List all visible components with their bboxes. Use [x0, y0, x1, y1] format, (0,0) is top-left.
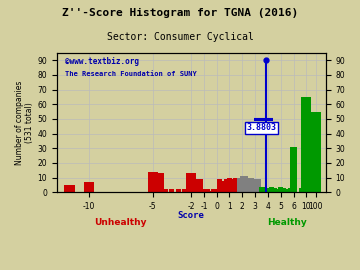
Bar [237, 178, 242, 193]
Bar [265, 188, 270, 193]
Bar [227, 178, 232, 193]
Bar [64, 185, 75, 193]
Bar [284, 190, 290, 193]
Bar [224, 179, 229, 193]
Text: Z''-Score Histogram for TGNA (2016): Z''-Score Histogram for TGNA (2016) [62, 8, 298, 18]
Text: Healthy: Healthy [267, 218, 307, 227]
Bar [201, 190, 206, 193]
Bar [221, 181, 226, 193]
Bar [288, 188, 293, 193]
Bar [278, 187, 283, 193]
Bar [192, 179, 203, 193]
Bar [290, 147, 297, 193]
Bar [230, 179, 235, 193]
Bar [84, 182, 94, 193]
Bar [176, 190, 181, 193]
Bar [311, 112, 321, 193]
Text: The Research Foundation of SUNY: The Research Foundation of SUNY [65, 71, 197, 77]
Bar [262, 187, 267, 193]
Bar [214, 190, 219, 193]
Text: Unhealthy: Unhealthy [94, 218, 147, 227]
Bar [204, 190, 210, 193]
Bar [233, 178, 238, 193]
Text: ©www.textbiz.org: ©www.textbiz.org [65, 57, 139, 66]
Bar [243, 176, 248, 193]
Bar [217, 179, 222, 193]
X-axis label: Score: Score [177, 211, 204, 220]
Bar [290, 191, 293, 193]
Bar [282, 188, 287, 193]
Bar [299, 188, 307, 193]
Bar [148, 172, 158, 193]
Bar [240, 176, 245, 193]
Bar [256, 179, 261, 193]
Bar [301, 97, 311, 193]
Bar [259, 187, 264, 193]
Bar [272, 188, 277, 193]
Bar [275, 190, 280, 193]
Bar [249, 178, 255, 193]
Bar [208, 191, 213, 193]
Bar [154, 173, 164, 193]
Bar [246, 178, 251, 193]
Bar [269, 187, 274, 193]
Bar [211, 190, 216, 193]
Y-axis label: Number of companies
(531 total): Number of companies (531 total) [15, 80, 35, 165]
Bar [253, 179, 258, 193]
Text: Sector: Consumer Cyclical: Sector: Consumer Cyclical [107, 32, 253, 42]
Bar [182, 190, 187, 193]
Text: 3.8803: 3.8803 [247, 123, 277, 132]
Bar [169, 190, 175, 193]
Bar [186, 173, 196, 193]
Bar [163, 190, 168, 193]
